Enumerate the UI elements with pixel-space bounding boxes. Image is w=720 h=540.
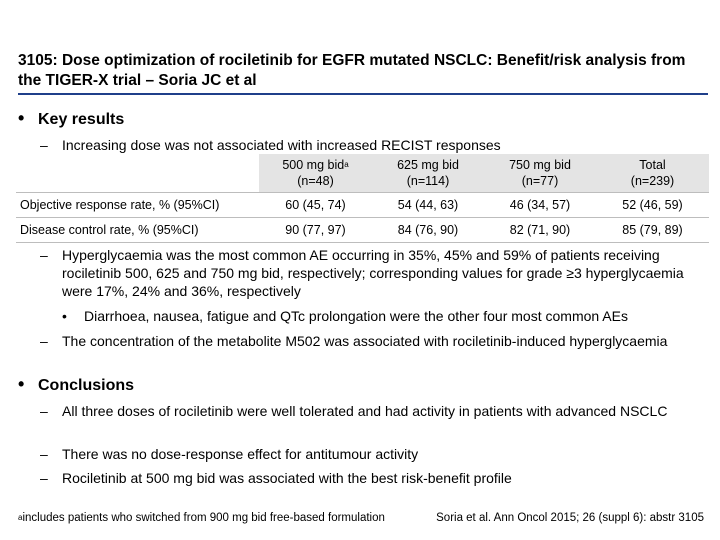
table-row: Disease control rate, % (95%CI) 90 (77, …	[16, 217, 709, 243]
citation: Soria et al. Ann Oncol 2015; 26 (suppl 6…	[436, 512, 704, 524]
dash-marker: –	[40, 446, 48, 462]
table-cell: 85 (79, 89)	[596, 217, 709, 243]
column-header-625mg: 625 mg bid (n=114)	[372, 154, 484, 193]
footnote: aincludes patients who switched from 900…	[18, 511, 385, 525]
footnote-marker: a	[18, 513, 23, 522]
dash-marker: –	[40, 403, 48, 419]
conclusion-text: Rociletinib at 500 mg bid was associated…	[62, 470, 512, 486]
footnote-text: includes patients who switched from 900 …	[22, 512, 385, 524]
column-header-500mg: 500 mg bida (n=48)	[259, 154, 372, 193]
table-cell: 46 (34, 57)	[484, 192, 596, 218]
bullet-icon: •	[62, 308, 67, 324]
table-cell: 82 (71, 90)	[484, 217, 596, 243]
hyperglycaemia-text: Hyperglycaemia was the most common AE oc…	[62, 247, 684, 299]
key-results-intro-text: Increasing dose was not associated with …	[62, 137, 501, 153]
other-aes-text: Diarrhoea, nausea, fatigue and QTc prolo…	[84, 308, 628, 324]
footnote-marker: a	[344, 160, 349, 169]
conclusion-text: There was no dose-response effect for an…	[62, 446, 419, 462]
table-cell: 52 (46, 59)	[596, 192, 709, 218]
column-header-750mg: 750 mg bid (n=77)	[484, 154, 596, 193]
dash-marker: –	[40, 137, 48, 153]
slide-title: 3105: Dose optimization of rociletinib f…	[18, 52, 686, 89]
dash-marker: –	[40, 333, 48, 349]
table-cell: 84 (76, 90)	[372, 217, 484, 243]
results-table: 500 mg bida (n=48) 625 mg bid (n=114) 750 …	[16, 154, 709, 243]
table-row: Objective response rate, % (95%CI) 60 (4…	[16, 192, 709, 218]
key-results-heading-text: Key results	[38, 111, 125, 128]
table-cell: 54 (44, 63)	[372, 192, 484, 218]
conclusions-heading-text: Conclusions	[38, 377, 135, 394]
column-header-total: Total (n=239)	[596, 154, 709, 193]
dash-marker: –	[40, 247, 48, 263]
row-label-dcr: Disease control rate, % (95%CI)	[16, 217, 259, 243]
conclusion-text: All three doses of rociletinib were well…	[62, 403, 668, 419]
metabolite-text: The concentration of the metabolite M502…	[62, 333, 668, 349]
bullet-icon: •	[18, 374, 25, 394]
table-cell: 60 (45, 74)	[259, 192, 372, 218]
table-header-row: 500 mg bida (n=48) 625 mg bid (n=114) 750 …	[16, 154, 709, 193]
title-divider	[18, 93, 708, 95]
table-cell: 90 (77, 97)	[259, 217, 372, 243]
dash-marker: –	[40, 470, 48, 486]
table-corner	[16, 154, 259, 193]
bullet-icon: •	[18, 108, 25, 128]
row-label-orr: Objective response rate, % (95%CI)	[16, 192, 259, 218]
